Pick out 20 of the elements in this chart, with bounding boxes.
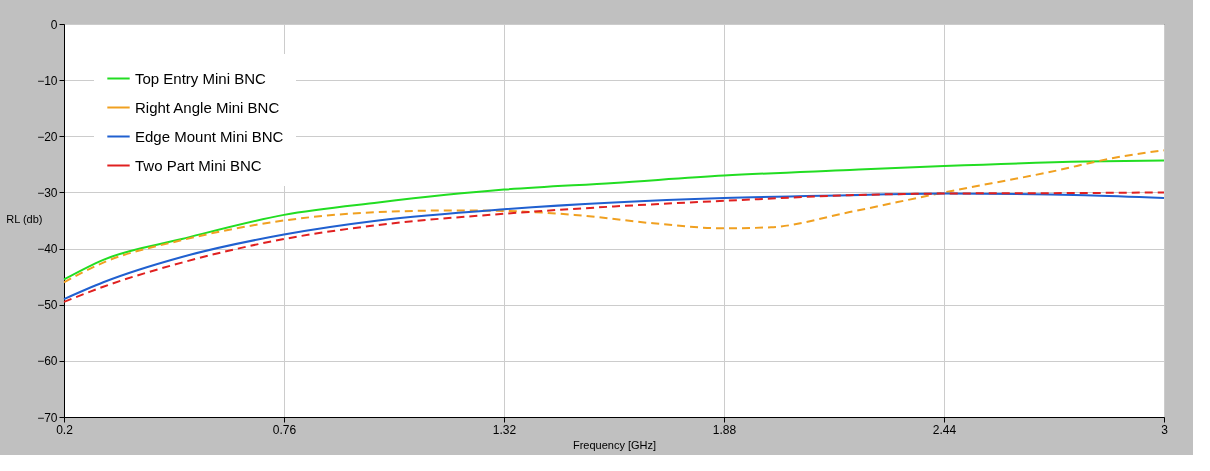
- x-tick-label: 0.76: [272, 422, 297, 437]
- legend-label: Edge Mount Mini BNC: [135, 127, 284, 145]
- x-axis-title: Frequency [GHz]: [572, 438, 657, 451]
- y-tick-label: −20: [37, 129, 58, 144]
- y-tick-label: −30: [37, 185, 58, 200]
- y-tick-label: −40: [37, 242, 58, 257]
- x-tick-label: 0.2: [56, 422, 74, 437]
- y-tick-label: −60: [37, 354, 58, 369]
- y-tick-label: −70: [37, 410, 58, 425]
- y-tick-label: 0: [50, 17, 58, 32]
- legend-label: Top Entry Mini BNC: [135, 69, 267, 87]
- x-tick-label: 1.32: [492, 422, 517, 437]
- y-tick-label: −50: [37, 298, 58, 313]
- x-tick-label: 2.44: [932, 422, 957, 437]
- legend-label: Right Angle Mini BNC: [135, 98, 280, 116]
- legend-label: Two Part Mini BNC: [135, 156, 262, 174]
- x-tick-label: 3: [1161, 422, 1169, 437]
- x-tick-label: 1.88: [712, 422, 737, 437]
- y-axis-title: RL (db): [6, 212, 43, 225]
- y-tick-label: −10: [37, 73, 58, 88]
